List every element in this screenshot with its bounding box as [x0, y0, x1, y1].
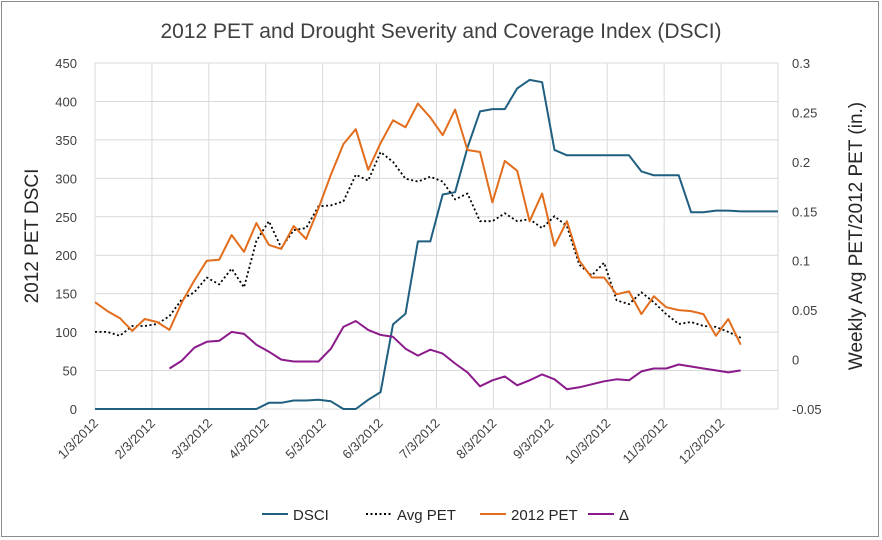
y-axis-left: 0 50 100 150 200 250 300 350 400 450 [55, 56, 77, 417]
y2-tick-label: 0.25 [792, 105, 817, 120]
x-tick-label: 10/3/2012 [562, 416, 614, 468]
y2-tick-label: 0.15 [792, 204, 817, 219]
x-tick-label: 11/3/2012 [619, 416, 670, 467]
gridlines [94, 62, 779, 410]
series-line-dsci [95, 78, 778, 410]
y2-tick-label: 0.05 [792, 303, 817, 318]
series-line-2012-pet [94, 102, 742, 346]
legend-label: DSCI [293, 507, 329, 524]
y-tick-label: 450 [55, 56, 77, 71]
x-tick-label: 12/3/2012 [676, 416, 728, 468]
y-tick-label: 150 [55, 287, 77, 302]
x-tick-label: 3/3/2012 [169, 416, 215, 462]
x-tick-label: 6/3/2012 [339, 416, 385, 462]
y-axis-right: -0.05 0 0.05 0.1 0.15 0.2 0.25 0.3 [792, 56, 822, 417]
series-line- [168, 320, 741, 391]
y2-tick-label: -0.05 [792, 402, 822, 417]
y2-tick-label: 0 [792, 353, 799, 368]
x-tick-label: 2/3/2012 [112, 416, 158, 462]
y2-tick-label: 0.1 [792, 254, 810, 269]
x-tick-label: 1/3/2012 [55, 416, 101, 462]
x-tick-label: 9/3/2012 [510, 416, 556, 462]
y-tick-label: 300 [55, 171, 77, 186]
x-tick-label: 5/3/2012 [282, 416, 328, 462]
y-tick-label: 200 [55, 248, 77, 263]
y-tick-label: 0 [70, 402, 77, 417]
series-lines [94, 78, 778, 410]
y-tick-label: 400 [55, 94, 77, 109]
chart-title: 2012 PET and Drought Severity and Covera… [160, 20, 721, 43]
legend-label: Avg PET [397, 507, 456, 524]
y-axis-left-title: 2012 PET DSCI [22, 169, 43, 304]
legend: DSCI Avg PET 2012 PET Δ [262, 507, 629, 524]
y-tick-label: 50 [63, 364, 77, 379]
y-axis-right-title: Weekly Avg PET/2012 PET (in.) [846, 102, 867, 370]
x-tick-label: 7/3/2012 [396, 416, 442, 462]
y2-tick-label: 0.3 [792, 56, 810, 71]
legend-label: 2012 PET [511, 507, 578, 524]
y2-tick-label: 0.2 [792, 155, 810, 170]
x-tick-label: 4/3/2012 [225, 416, 271, 462]
y-tick-label: 250 [55, 210, 77, 225]
y-tick-label: 100 [55, 325, 77, 340]
x-tick-label: 8/3/2012 [453, 416, 499, 462]
legend-label: Δ [619, 507, 629, 524]
x-axis: 1/3/2012 2/3/2012 3/3/2012 4/3/2012 5/3/2012… [55, 416, 727, 468]
y-tick-label: 350 [55, 133, 77, 148]
